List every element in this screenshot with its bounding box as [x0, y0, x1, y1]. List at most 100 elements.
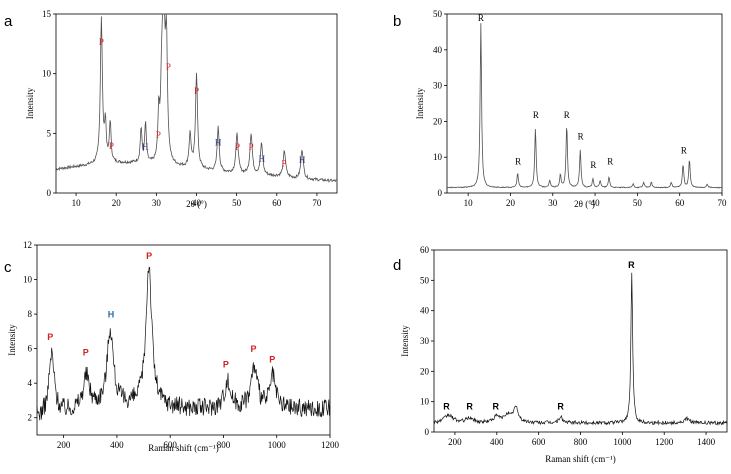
x-tick-label-d: 1400 [697, 437, 716, 447]
peak-label-h-a: H [299, 155, 306, 165]
y-tick-label-a: 10 [42, 69, 52, 79]
peak-label-p-a: P [282, 159, 287, 169]
peak-label-p-a: P [99, 37, 104, 47]
y-tick-label-d: 40 [420, 306, 430, 316]
x-tick-label-a: 30 [152, 198, 162, 208]
y-tick-label-d: 50 [420, 275, 430, 285]
y-tick-label-b: 10 [433, 152, 443, 162]
y-tick-label-d: 30 [420, 336, 430, 346]
x-tick-label-a: 10 [72, 198, 82, 208]
peak-label-p-a: P [194, 86, 199, 96]
plot-frame-d [433, 249, 728, 433]
peak-label-p-a: P [156, 130, 161, 140]
x-tick-label-d: 1200 [655, 437, 674, 447]
data-trace-a [55, 13, 338, 183]
peak-label-p-a: P [249, 142, 254, 152]
panel-label-b: b [393, 13, 401, 30]
y-tick-label-c: 12 [23, 240, 32, 250]
y-tick-label-d: 20 [420, 366, 430, 376]
x-tick-label-a: 70 [312, 198, 322, 208]
y-tick-label-c: 8 [28, 309, 33, 319]
data-trace-d [433, 272, 728, 427]
x-tick-label-c: 1200 [321, 440, 340, 450]
y-tick-label-a: 15 [42, 9, 52, 19]
x-tick-label-b: 70 [718, 198, 728, 208]
x-axis-label-a: 2θ (°) [186, 199, 207, 209]
peak-label-r-b: R [515, 156, 521, 166]
y-axis-label-c: Intensity [7, 324, 17, 356]
y-tick-label-a: 0 [47, 188, 52, 198]
x-axis-label-c: Raman shift (cm⁻¹) [148, 443, 218, 453]
y-tick-label-d: 10 [420, 397, 430, 407]
y-tick-label-d: 0 [425, 427, 430, 437]
x-tick-label-d: 400 [490, 437, 504, 447]
x-tick-label-a: 40 [192, 198, 202, 208]
y-axis-label-a: Intensity [25, 87, 35, 119]
peak-label-p-c: P [47, 332, 53, 342]
peak-label-p-a: P [109, 141, 114, 151]
y-axis-label-d: Intensity [400, 325, 410, 357]
x-tick-label-c: 1000 [268, 440, 287, 450]
peak-label-r-b: R [564, 110, 570, 120]
y-tick-label-b: 40 [433, 45, 443, 55]
peak-label-h-a: H [215, 137, 222, 147]
x-tick-label-d: 600 [532, 437, 546, 447]
x-axis-label-d: Raman shift (cm⁻¹) [545, 454, 615, 464]
peak-label-p-c: P [251, 344, 257, 354]
peak-label-r-d: R [628, 260, 635, 270]
x-tick-label-c: 200 [57, 440, 71, 450]
data-trace-b [446, 23, 723, 189]
peak-label-r-d: R [492, 401, 499, 411]
y-tick-label-b: 20 [433, 116, 443, 126]
peak-label-h_raman-c: H [108, 310, 115, 320]
y-axis-label-b: Intensity [415, 87, 425, 119]
y-tick-label-d: 60 [420, 245, 430, 255]
peak-label-r-b: R [478, 13, 484, 23]
peak-label-r-b: R [578, 131, 584, 141]
panel-label-c: c [4, 259, 12, 276]
x-tick-label-c: 400 [110, 440, 124, 450]
peak-label-r-b: R [533, 110, 539, 120]
peak-label-r-b: R [607, 156, 613, 166]
x-tick-label-c: 600 [163, 440, 177, 450]
y-tick-label-c: 10 [23, 275, 33, 285]
peak-label-r-b: R [590, 160, 596, 170]
peak-label-p-c: P [146, 251, 152, 261]
peak-label-r-d: R [557, 401, 564, 411]
peak-label-p-c: P [83, 348, 89, 358]
x-tick-label-b: 40 [591, 198, 601, 208]
x-tick-label-c: 800 [217, 440, 231, 450]
peak-label-h-a: H [259, 154, 266, 164]
plot-frame-c [36, 244, 331, 436]
x-tick-label-b: 60 [675, 198, 685, 208]
peak-label-r-d: R [466, 401, 473, 411]
x-tick-label-d: 200 [448, 437, 462, 447]
y-tick-label-a: 5 [47, 128, 52, 138]
x-tick-label-b: 50 [633, 198, 643, 208]
peak-label-r-d: R [443, 401, 450, 411]
y-tick-label-c: 2 [28, 413, 33, 423]
panel-label-d: d [393, 257, 401, 274]
x-tick-label-b: 10 [464, 198, 474, 208]
x-tick-label-a: 50 [232, 198, 242, 208]
y-tick-label-c: 4 [28, 378, 33, 388]
x-axis-label-b: 2θ (°) [574, 199, 595, 209]
x-tick-label-d: 800 [574, 437, 588, 447]
peak-label-p-a: P [235, 142, 240, 152]
peak-label-p-c: P [269, 354, 275, 364]
x-tick-label-d: 1000 [613, 437, 632, 447]
x-tick-label-a: 20 [112, 198, 122, 208]
peak-label-h-a: H [142, 142, 149, 152]
data-trace-c [36, 266, 331, 421]
y-tick-label-c: 6 [28, 344, 33, 354]
x-tick-label-a: 60 [272, 198, 282, 208]
y-tick-label-b: 50 [433, 9, 443, 19]
peak-label-p-c: P [223, 360, 229, 370]
x-tick-label-b: 20 [506, 198, 516, 208]
panel-label-a: a [4, 13, 13, 30]
peak-label-p-a: P [166, 62, 171, 72]
peak-label-r-b: R [681, 146, 687, 156]
y-tick-label-b: 30 [433, 81, 443, 91]
y-tick-label-b: 0 [438, 188, 443, 198]
